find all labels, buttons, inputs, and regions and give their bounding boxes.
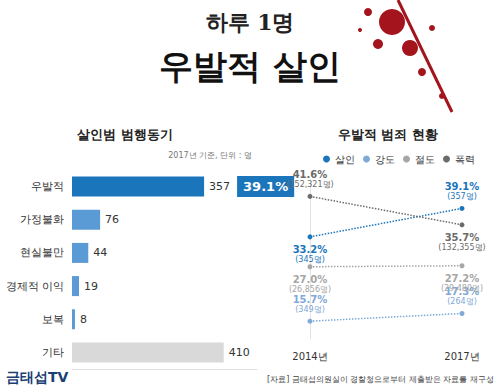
svg-text:39.1%: 39.1% xyxy=(243,179,288,194)
svg-text:하루 1명: 하루 1명 xyxy=(206,9,295,35)
svg-text:가정불화: 가정불화 xyxy=(20,213,64,226)
svg-text:410: 410 xyxy=(229,346,250,359)
svg-text:44: 44 xyxy=(93,246,107,259)
svg-text:(152,321명): (152,321명) xyxy=(286,180,333,189)
svg-text:절도: 절도 xyxy=(415,154,435,165)
svg-text:2017년: 2017년 xyxy=(444,351,479,362)
svg-text:강도: 강도 xyxy=(375,154,395,165)
svg-text:(132,355명): (132,355명) xyxy=(438,243,485,252)
svg-text:(349명): (349명) xyxy=(295,305,325,314)
svg-text:8: 8 xyxy=(80,313,87,326)
svg-text:우발적: 우발적 xyxy=(31,180,64,193)
svg-text:35.7%: 35.7% xyxy=(445,232,480,243)
svg-text:우발적 범죄 현황: 우발적 범죄 현황 xyxy=(338,127,438,142)
svg-text:2017년 기준, 단위 : 명: 2017년 기준, 단위 : 명 xyxy=(168,151,252,160)
svg-text:27.0%: 27.0% xyxy=(293,274,328,285)
svg-text:(26,856명): (26,856명) xyxy=(289,285,331,294)
svg-text:27.2%: 27.2% xyxy=(445,273,480,284)
svg-text:기타: 기타 xyxy=(42,346,64,359)
svg-text:(345명): (345명) xyxy=(295,255,325,264)
svg-text:경제적 이익: 경제적 이익 xyxy=(6,280,65,293)
svg-text:357: 357 xyxy=(209,180,237,193)
svg-text:19: 19 xyxy=(84,280,98,293)
svg-text:[자료] 금태섭의원실이 경찰청으로부터 제출받은 자료를: [자료] 금태섭의원실이 경찰청으로부터 제출받은 자료를 재구성 xyxy=(267,375,494,384)
svg-text:(264명): (264명) xyxy=(447,297,477,306)
svg-text:39.1%: 39.1% xyxy=(445,181,480,192)
svg-text:보복: 보복 xyxy=(42,313,64,326)
svg-text:우발적 살인: 우발적 살인 xyxy=(159,46,341,86)
svg-text:폭력: 폭력 xyxy=(455,154,475,165)
svg-text:41.6%: 41.6% xyxy=(293,169,328,180)
svg-text:살인범 범행동기: 살인범 범행동기 xyxy=(77,127,173,142)
svg-text:살인: 살인 xyxy=(335,154,355,165)
svg-text:15.7%: 15.7% xyxy=(293,294,328,305)
svg-text:2014년: 2014년 xyxy=(292,351,327,362)
svg-text:(29,480명): (29,480명) xyxy=(441,284,483,293)
svg-text:현실불만: 현실불만 xyxy=(20,246,64,259)
svg-text:금태섭TV: 금태섭TV xyxy=(6,369,69,385)
svg-text:33.2%: 33.2% xyxy=(293,244,328,255)
svg-text:76: 76 xyxy=(105,213,119,226)
svg-text:(357명): (357명) xyxy=(447,192,477,201)
